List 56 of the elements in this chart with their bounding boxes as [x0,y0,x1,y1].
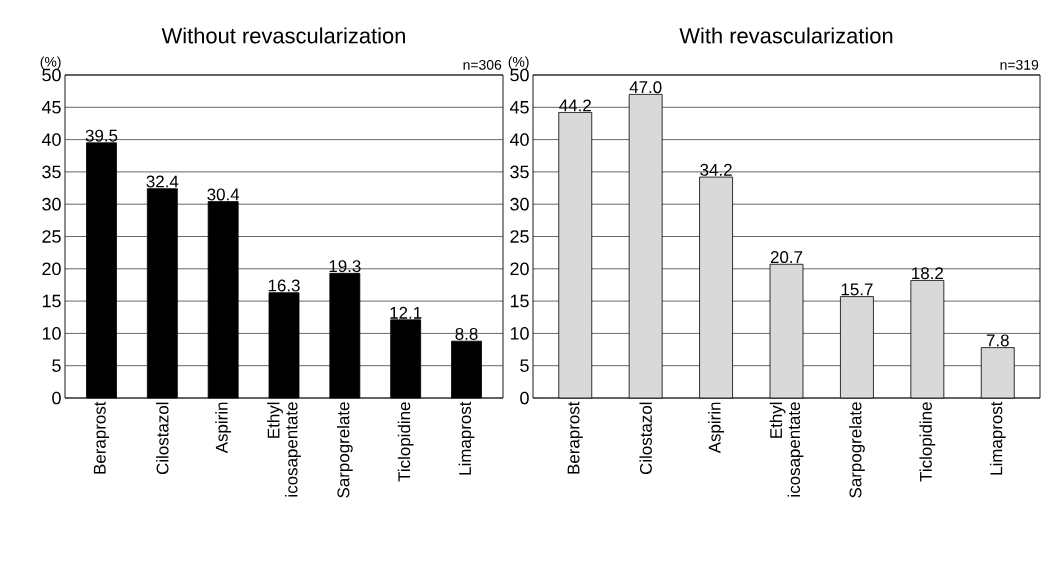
x-tick-label: Ethyl icosapentate [267,402,301,497]
x-tick-label: Limaprost [989,401,1006,475]
data-label: 7.8 [986,334,1009,347]
text: n=319 [1000,59,1039,70]
y-tick-label: 15 [42,294,61,308]
x-tick-label: Cilostazol [639,402,652,475]
y-tick-label: 20 [42,262,61,276]
x-tick-label: Ticlopidine [397,402,414,482]
x-tick-label: Sarpogrelate [849,402,865,498]
x-tick-label: Cilostazol [156,402,169,475]
chart-title: With revascularization [679,27,893,44]
y-tick-label: 15 [510,294,529,308]
y-tick-label: 40 [41,133,61,146]
y-tick-label: 35 [510,165,529,179]
data-label: 34.2 [700,163,732,176]
data-label: 18.2 [912,267,943,280]
y-tick-label: 5 [52,359,61,372]
y-tick-label: 25 [42,230,61,243]
data-label: 15.7 [841,283,873,296]
y-tick-label: 20 [510,262,529,276]
y-axis-title: (%) [40,56,61,70]
data-label: 32.4 [146,175,179,188]
y-axis-title: (%) [508,56,529,70]
y-tick-label: 5 [520,359,529,372]
data-label: 39.5 [85,129,118,142]
y-tick-label: 30 [510,197,529,211]
y-tick-label: 35 [42,165,61,179]
y-tick-label: 40 [509,133,529,146]
x-tick-label: Beraprost [93,401,110,474]
data-label: 30.4 [207,188,240,201]
y-tick-label: 0 [52,391,61,405]
x-tick-label: Beraprost [567,401,583,474]
x-tick-label: Aspirin [215,402,232,454]
y-tick-label: 50 [42,68,61,82]
x-tick-label: Limaprost [458,401,475,475]
chart-title: Without revascularization [161,27,405,44]
x-tick-label: Sarpogrelate [336,402,353,498]
y-tick-label: 50 [510,68,529,82]
y-tick-label: 30 [42,197,61,211]
y-tick-label: 45 [41,101,61,114]
data-label: 12.1 [390,306,422,319]
y-tick-label: 10 [42,327,61,340]
data-label: 47.0 [629,81,662,94]
text: n=306 [463,59,502,70]
data-label: 8.8 [455,327,478,340]
y-tick-label: 25 [510,230,529,243]
y-tick-label: 45 [509,101,529,114]
x-tick-label: Aspirin [708,402,724,454]
y-tick-label: 10 [510,327,529,340]
data-label: 20.7 [770,251,803,264]
data-label: 16.3 [268,279,300,292]
data-label: 44.2 [559,99,591,112]
data-label: 19.3 [329,260,361,273]
x-tick-label: Ticlopidine [919,402,936,482]
x-tick-label: Ethyl icosapentate [769,402,804,497]
y-tick-label: 0 [520,391,529,405]
